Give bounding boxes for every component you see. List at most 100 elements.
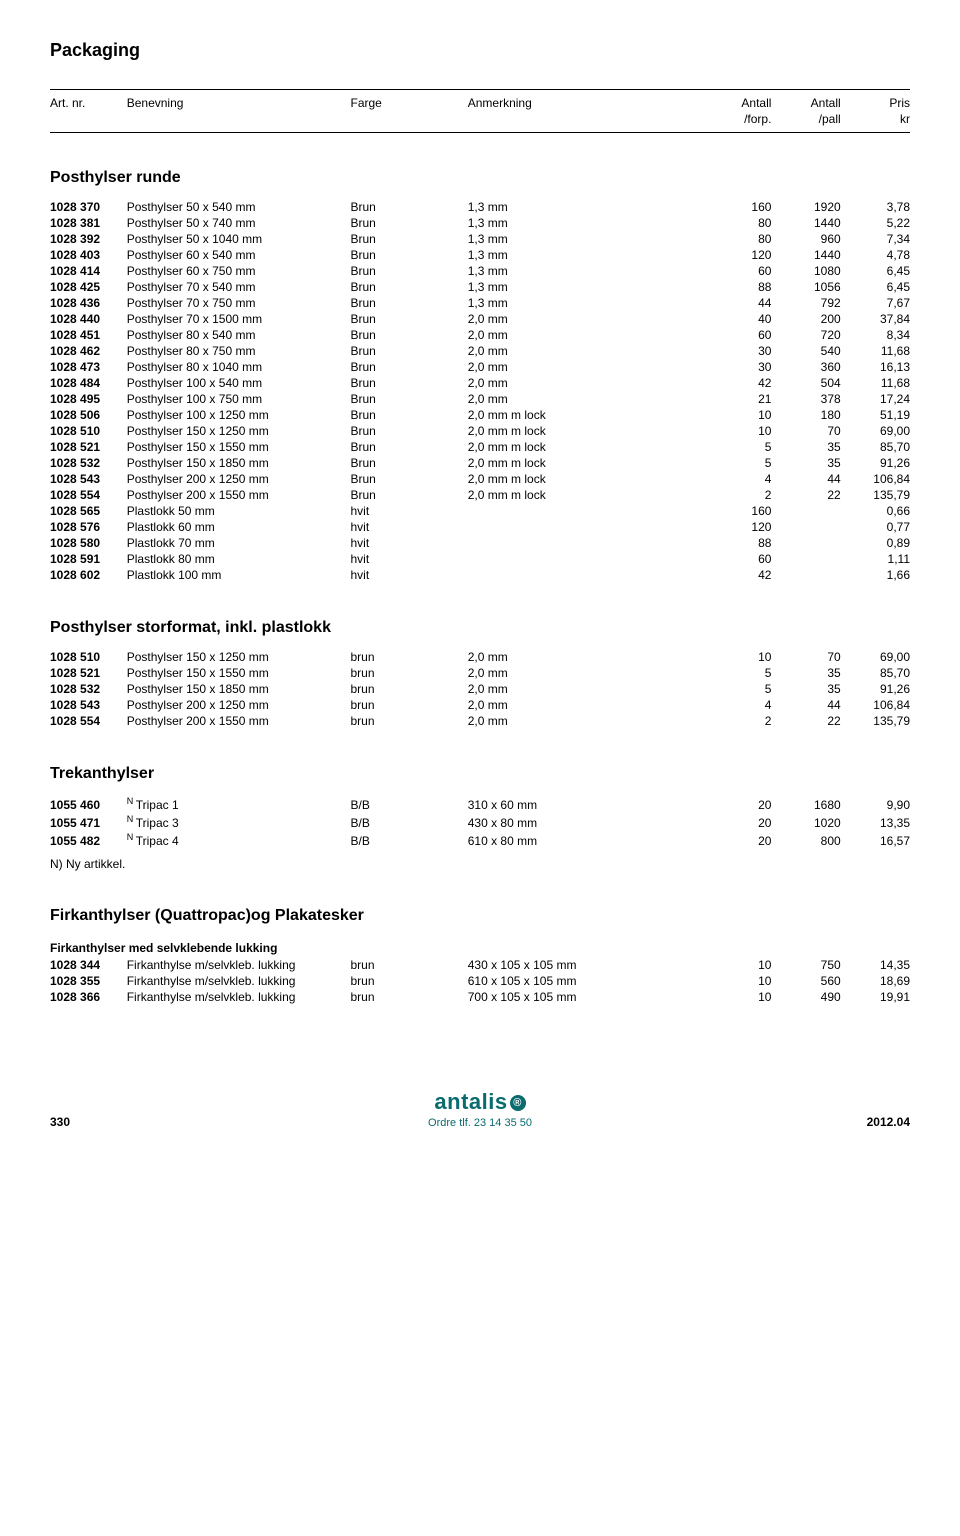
- cell-art: 1028 495: [50, 391, 127, 407]
- cell-farge: hvit: [351, 567, 468, 583]
- cell-anm: 2,0 mm: [468, 311, 702, 327]
- cell-forp: 20: [702, 813, 771, 831]
- cell-forp: 5: [702, 455, 771, 471]
- cell-benevning: Posthylser 50 x 1040 mm: [127, 231, 351, 247]
- cell-benevning: Posthylser 150 x 1550 mm: [127, 439, 351, 455]
- cell-pris: 18,69: [841, 973, 910, 989]
- table-row: 1055 482N Tripac 4B/B610 x 80 mm2080016,…: [50, 831, 910, 849]
- hdr-art: Art. nr.: [50, 96, 127, 112]
- footer: 330 antalis® Ordre tlf. 23 14 35 50 2012…: [50, 1069, 910, 1129]
- cell-art: 1028 591: [50, 551, 127, 567]
- table-row: 1028 554Posthylser 200 x 1550 mmbrun2,0 …: [50, 713, 910, 729]
- cell-art: 1028 580: [50, 535, 127, 551]
- cell-benevning: Firkanthylse m/selvkleb. lukking: [127, 989, 351, 1005]
- table-row: 1028 532Posthylser 150 x 1850 mmBrun2,0 …: [50, 455, 910, 471]
- section-title: Trekanthylser: [50, 765, 910, 783]
- logo-reg-icon: ®: [510, 1095, 526, 1111]
- cell-pall: 1440: [771, 215, 840, 231]
- cell-anm: 2,0 mm: [468, 391, 702, 407]
- cell-forp: 30: [702, 359, 771, 375]
- table-row: 1028 521Posthylser 150 x 1550 mmBrun2,0 …: [50, 439, 910, 455]
- cell-art: 1028 381: [50, 215, 127, 231]
- table-row: 1028 366Firkanthylse m/selvkleb. lukking…: [50, 989, 910, 1005]
- cell-forp: 80: [702, 231, 771, 247]
- cell-anm: 1,3 mm: [468, 231, 702, 247]
- cell-anm: 1,3 mm: [468, 263, 702, 279]
- hdr-pall: /pall: [771, 112, 840, 126]
- cell-benevning: Plastlokk 50 mm: [127, 503, 351, 519]
- table-row: 1028 425Posthylser 70 x 540 mmBrun1,3 mm…: [50, 279, 910, 295]
- table-row: 1028 495Posthylser 100 x 750 mmBrun2,0 m…: [50, 391, 910, 407]
- cell-benevning: Posthylser 100 x 750 mm: [127, 391, 351, 407]
- cell-art: 1028 506: [50, 407, 127, 423]
- cell-farge: Brun: [351, 247, 468, 263]
- cell-anm: 2,0 mm: [468, 681, 702, 697]
- cell-anm: 2,0 mm: [468, 713, 702, 729]
- cell-farge: B/B: [351, 831, 468, 849]
- data-table: 1028 344Firkanthylse m/selvkleb. lukking…: [50, 957, 910, 1005]
- cell-benevning: Posthylser 80 x 1040 mm: [127, 359, 351, 375]
- cell-anm: 2,0 mm m lock: [468, 471, 702, 487]
- cell-forp: 60: [702, 263, 771, 279]
- cell-anm: 2,0 mm m lock: [468, 487, 702, 503]
- cell-pall: 490: [771, 989, 840, 1005]
- cell-forp: 160: [702, 199, 771, 215]
- cell-pall: 800: [771, 831, 840, 849]
- cell-art: 1028 370: [50, 199, 127, 215]
- cell-farge: brun: [351, 957, 468, 973]
- cell-forp: 4: [702, 471, 771, 487]
- cell-anm: 2,0 mm m lock: [468, 407, 702, 423]
- cell-benevning: Posthylser 150 x 1250 mm: [127, 649, 351, 665]
- cell-benevning: Posthylser 70 x 540 mm: [127, 279, 351, 295]
- cell-pall: 35: [771, 439, 840, 455]
- cell-farge: Brun: [351, 391, 468, 407]
- cell-art: 1028 602: [50, 567, 127, 583]
- cell-anm: 310 x 60 mm: [468, 795, 702, 813]
- table-row: 1055 471N Tripac 3B/B430 x 80 mm20102013…: [50, 813, 910, 831]
- cell-farge: Brun: [351, 359, 468, 375]
- cell-pall: 1056: [771, 279, 840, 295]
- cell-art: 1028 462: [50, 343, 127, 359]
- cell-benevning: Posthylser 70 x 750 mm: [127, 295, 351, 311]
- cell-benevning: Plastlokk 80 mm: [127, 551, 351, 567]
- cell-art: 1028 554: [50, 487, 127, 503]
- cell-anm: 1,3 mm: [468, 199, 702, 215]
- cell-forp: 5: [702, 439, 771, 455]
- cell-anm: 2,0 mm m lock: [468, 455, 702, 471]
- cell-anm: 2,0 mm: [468, 697, 702, 713]
- table-row: 1028 565Plastlokk 50 mmhvit1600,66: [50, 503, 910, 519]
- cell-farge: Brun: [351, 423, 468, 439]
- cell-benevning: Posthylser 50 x 540 mm: [127, 199, 351, 215]
- table-row: 1028 440Posthylser 70 x 1500 mmBrun2,0 m…: [50, 311, 910, 327]
- cell-pall: 180: [771, 407, 840, 423]
- table-row: 1028 591Plastlokk 80 mmhvit601,11: [50, 551, 910, 567]
- cell-benevning: Posthylser 80 x 750 mm: [127, 343, 351, 359]
- cell-pris: 4,78: [841, 247, 910, 263]
- cell-benevning: Posthylser 150 x 1250 mm: [127, 423, 351, 439]
- cell-benevning: Posthylser 70 x 1500 mm: [127, 311, 351, 327]
- cell-anm: 2,0 mm: [468, 343, 702, 359]
- table-row: 1028 510Posthylser 150 x 1250 mmbrun2,0 …: [50, 649, 910, 665]
- cell-benevning: Posthylser 200 x 1250 mm: [127, 471, 351, 487]
- cell-anm: 2,0 mm: [468, 665, 702, 681]
- cell-benevning: Posthylser 60 x 540 mm: [127, 247, 351, 263]
- cell-forp: 10: [702, 989, 771, 1005]
- cell-art: 1028 425: [50, 279, 127, 295]
- cell-pris: 7,34: [841, 231, 910, 247]
- cell-pall: 35: [771, 681, 840, 697]
- cell-farge: Brun: [351, 327, 468, 343]
- cell-pris: 1,11: [841, 551, 910, 567]
- cell-art: 1028 543: [50, 471, 127, 487]
- table-row: 1028 344Firkanthylse m/selvkleb. lukking…: [50, 957, 910, 973]
- cell-benevning: Posthylser 50 x 740 mm: [127, 215, 351, 231]
- cell-pall: 960: [771, 231, 840, 247]
- cell-benevning: Firkanthylse m/selvkleb. lukking: [127, 957, 351, 973]
- cell-pall: 22: [771, 487, 840, 503]
- table-row: 1028 473Posthylser 80 x 1040 mmBrun2,0 m…: [50, 359, 910, 375]
- cell-pris: 91,26: [841, 681, 910, 697]
- table-row: 1028 554Posthylser 200 x 1550 mmBrun2,0 …: [50, 487, 910, 503]
- cell-forp: 160: [702, 503, 771, 519]
- table-row: 1028 392Posthylser 50 x 1040 mmBrun1,3 m…: [50, 231, 910, 247]
- cell-art: 1028 521: [50, 439, 127, 455]
- cell-benevning: Posthylser 200 x 1550 mm: [127, 487, 351, 503]
